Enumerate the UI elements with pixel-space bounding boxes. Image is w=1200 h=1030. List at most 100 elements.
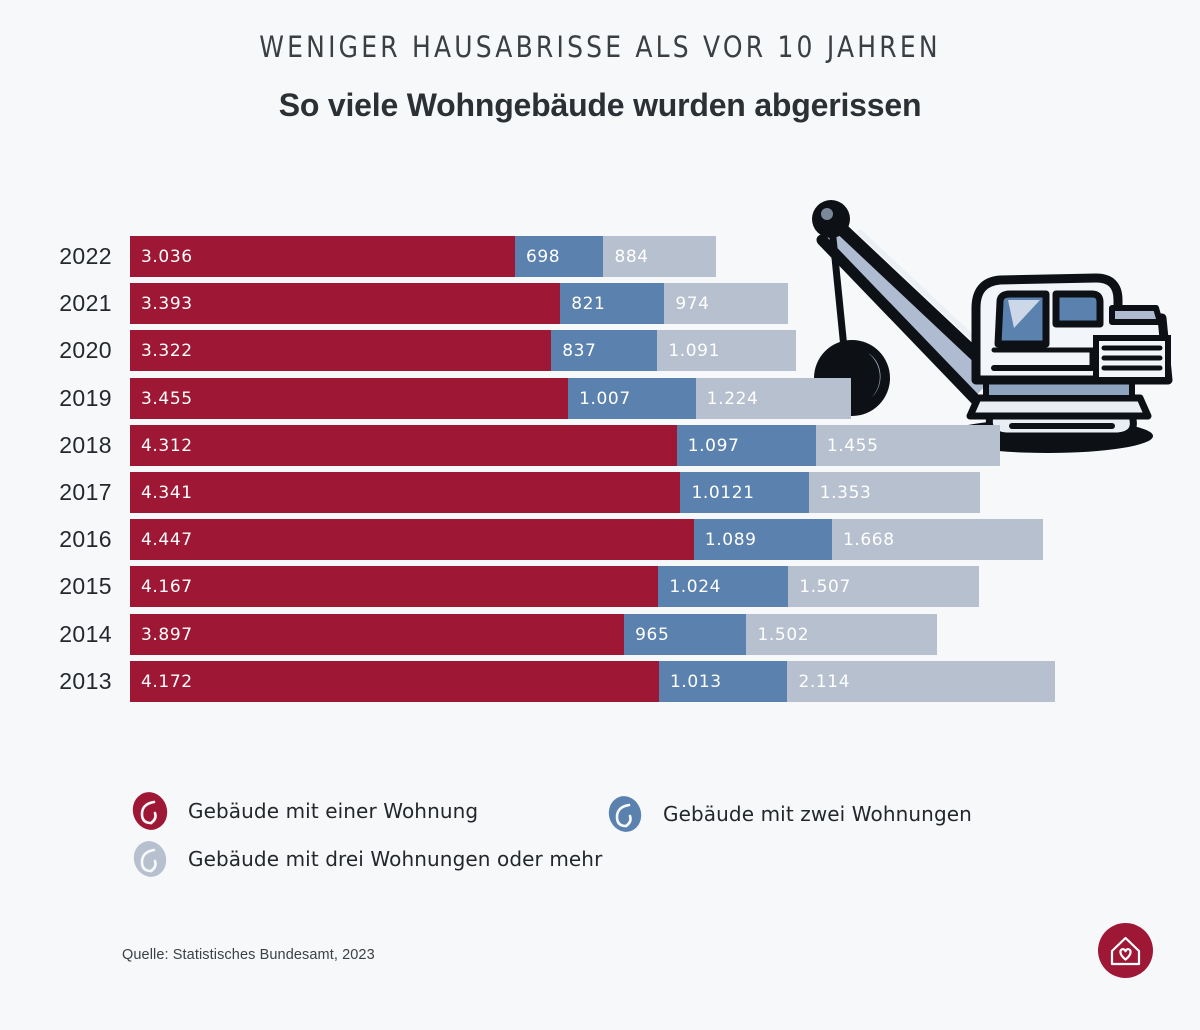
bar-segment: 1.089 <box>693 519 832 561</box>
bar-segment: 1.502 <box>746 613 937 655</box>
year-label: 2022 <box>59 243 112 269</box>
bar-segment: 1.668 <box>831 519 1044 561</box>
bar-segment: 1.097 <box>676 424 816 466</box>
year-label: 2014 <box>59 620 112 647</box>
bar-segment: 1.013 <box>659 660 788 702</box>
chart-row: 2015 4.167 1.024 1.507 <box>0 566 1200 608</box>
bar-value-label: 1.013 <box>670 671 722 692</box>
scribble-blob-icon <box>605 794 645 834</box>
bar-segment: 3.322 <box>130 330 552 372</box>
bar-value-label: 1.0121 <box>691 483 755 503</box>
bar-segment: 1.224 <box>695 377 851 419</box>
chart-row: 2022 3.036 698 884 <box>0 236 1200 277</box>
bar-segment: 3.455 <box>130 377 569 419</box>
bar-value-label: 1.024 <box>669 577 722 598</box>
year-label: 2018 <box>59 431 112 458</box>
bar-value-label: 698 <box>525 247 561 267</box>
bar-value-label: 4.312 <box>141 435 193 456</box>
bar-segment: 1.091 <box>657 330 796 372</box>
bar-stack: 4.312 1.097 1.455 <box>130 424 1001 466</box>
bar-segment: 4.167 <box>130 566 659 608</box>
bar-stack: 4.167 1.024 1.507 <box>130 566 980 608</box>
bar-segment: 837 <box>551 330 658 372</box>
chart-row: 2018 4.312 1.097 1.455 <box>0 424 1200 466</box>
bar-value-label: 837 <box>562 341 597 362</box>
bar-stack: 3.036 698 884 <box>130 236 716 277</box>
bar-segment: 821 <box>560 283 665 325</box>
scribble-blob-icon <box>130 791 170 831</box>
bar-value-label: 4.167 <box>141 577 193 598</box>
legend-item-three-or-more-dwellings[interactable]: Gebäude mit drei Wohnungen oder mehr <box>130 839 602 879</box>
bar-value-label: 965 <box>635 624 670 645</box>
bar-value-label: 1.353 <box>819 483 872 503</box>
year-label: 2016 <box>59 526 112 553</box>
bar-segment: 3.036 <box>130 236 515 277</box>
year-label: 2019 <box>59 384 112 411</box>
legend-label: Gebäude mit drei Wohnungen oder mehr <box>188 847 603 871</box>
legend-label: Gebäude mit zwei Wohnungen <box>663 802 972 826</box>
bar-value-label: 821 <box>571 294 606 315</box>
bar-segment: 974 <box>664 283 788 325</box>
chart-row: 2014 3.897 965 1.502 <box>0 613 1200 655</box>
year-label: 2013 <box>59 667 112 694</box>
bar-value-label: 3.393 <box>141 294 193 315</box>
bar-segment: 965 <box>624 613 747 655</box>
chart-row: 2021 3.393 821 974 <box>0 283 1200 325</box>
bar-segment: 1.024 <box>658 566 789 608</box>
chart-row: 2020 3.322 837 1.091 <box>0 330 1200 372</box>
bar-value-label: 1.224 <box>706 388 759 409</box>
year-label: 2015 <box>59 573 112 600</box>
house-heart-logo[interactable] <box>1098 923 1153 978</box>
bar-segment: 1.353 <box>808 472 981 513</box>
bar-segment: 2.114 <box>787 660 1056 702</box>
bar-segment: 3.897 <box>130 613 625 655</box>
bar-segment: 1.507 <box>788 566 980 608</box>
chart-row: 2016 4.447 1.089 1.668 <box>0 519 1200 561</box>
bar-value-label: 3.897 <box>141 624 193 645</box>
legend-item-two-dwellings[interactable]: Gebäude mit zwei Wohnungen <box>605 794 972 834</box>
bar-segment: 3.393 <box>130 283 561 325</box>
bar-stack: 4.447 1.089 1.668 <box>130 519 1044 561</box>
bar-segment: 1.455 <box>815 424 1001 466</box>
bar-stack: 4.172 1.013 2.114 <box>130 660 1056 702</box>
bar-segment: 698 <box>514 236 604 277</box>
bar-value-label: 1.097 <box>687 435 740 456</box>
bar-segment: 4.341 <box>130 472 681 513</box>
bar-segment: 4.447 <box>130 519 694 561</box>
bar-value-label: 3.036 <box>141 247 193 267</box>
bar-value-label: 2.114 <box>798 671 851 692</box>
stacked-bar-chart: 2022 3.036 698 884 2021 3.393 821 974 2020 3.322 8… <box>0 236 1200 726</box>
bar-stack: 3.322 837 1.091 <box>130 330 796 372</box>
bar-value-label: 4.447 <box>141 530 193 551</box>
bar-value-label: 3.322 <box>141 341 193 362</box>
bar-value-label: 4.172 <box>141 671 193 692</box>
bar-segment: 4.172 <box>130 660 659 702</box>
chart-row: 2013 4.172 1.013 2.114 <box>0 660 1200 702</box>
bar-stack: 4.341 1.0121 1.353 <box>130 472 981 513</box>
bar-value-label: 1.507 <box>799 577 851 598</box>
year-label: 2017 <box>59 479 112 505</box>
bar-stack: 3.393 821 974 <box>130 283 788 325</box>
kicker-text: WENIGER HAUSABRISSE ALS VOR 10 JAHREN <box>259 30 941 65</box>
bar-segment: 884 <box>603 236 716 277</box>
bar-value-label: 974 <box>675 294 710 315</box>
scribble-blob-icon <box>130 839 170 879</box>
chart-legend: Gebäude mit einer Wohnung Gebäude mit zw… <box>130 785 1090 893</box>
bar-value-label: 1.502 <box>757 624 810 645</box>
bar-stack: 3.897 965 1.502 <box>130 613 937 655</box>
bar-segment: 4.312 <box>130 424 677 466</box>
bar-segment: 1.0121 <box>680 472 809 513</box>
bar-value-label: 1.089 <box>704 530 757 551</box>
bar-value-label: 4.341 <box>141 483 193 503</box>
bar-stack: 3.455 1.007 1.224 <box>130 377 851 419</box>
page-title: So viele Wohngebäude wurden abgerissen <box>278 87 922 123</box>
bar-value-label: 1.091 <box>668 341 721 362</box>
source-note: Quelle: Statistisches Bundesamt, 2023 <box>122 947 375 963</box>
bar-value-label: 3.455 <box>141 388 193 409</box>
year-label: 2020 <box>59 337 112 364</box>
legend-item-one-dwelling[interactable]: Gebäude mit einer Wohnung <box>130 791 478 831</box>
chart-row: 2017 4.341 1.0121 1.353 <box>0 472 1200 513</box>
legend-label: Gebäude mit einer Wohnung <box>188 799 479 823</box>
bar-value-label: 1.007 <box>579 388 631 409</box>
bar-value-label: 1.455 <box>826 435 879 456</box>
